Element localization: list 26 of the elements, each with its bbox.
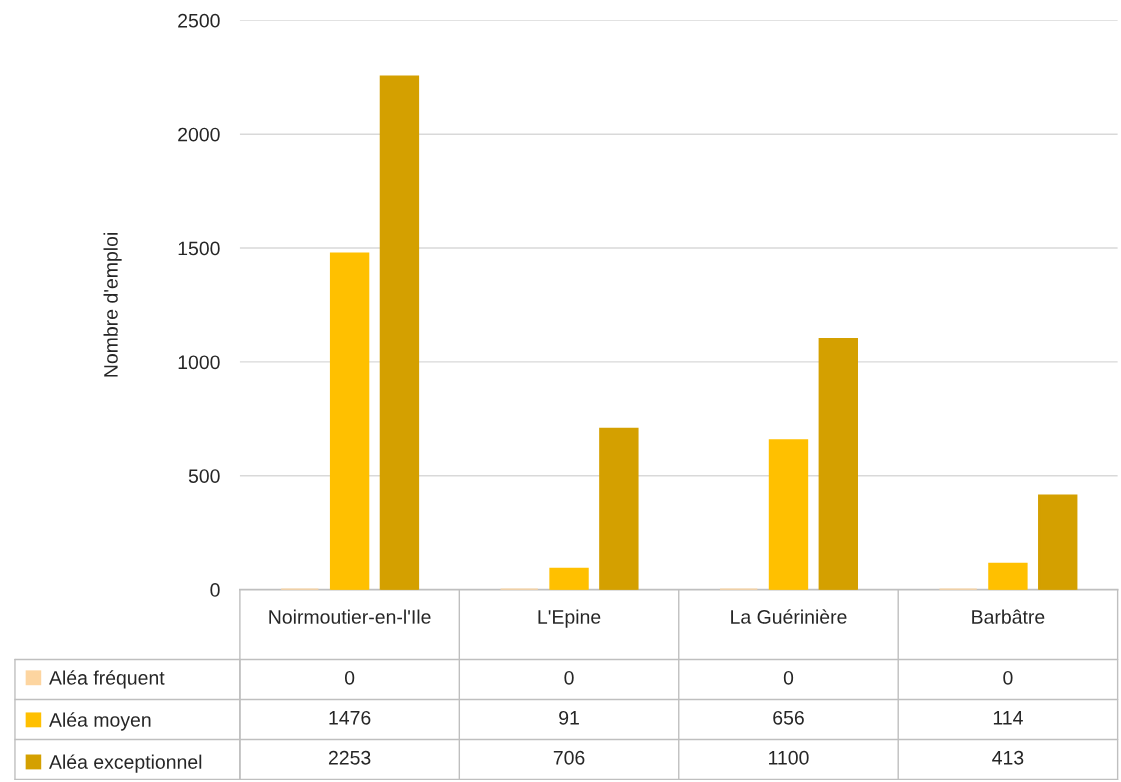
y-tick-label: 500 [188, 469, 220, 484]
data-label: 656 [773, 710, 804, 725]
data-label: 0 [564, 670, 574, 685]
legend-label: Aléa exceptionnel [49, 754, 202, 773]
data-label: 706 [553, 750, 585, 765]
x-tick-label: La Guérinière [731, 609, 847, 624]
data-label: 0 [783, 670, 794, 685]
y-tick-label: 2000 [178, 127, 220, 142]
x-tick-label: Barbâtre [972, 609, 1045, 624]
data-label: 114 [993, 711, 1023, 725]
data-label: 413 [992, 750, 1024, 765]
y-tick-label: 0 [210, 583, 220, 597]
data-label: 0 [344, 670, 355, 685]
x-tick-label: Noirmoutier-en-l'Ile [269, 609, 431, 624]
data-label: 1476 [329, 710, 371, 725]
y-tick-label: 1000 [178, 355, 220, 370]
data-label: 1100 [769, 750, 809, 765]
y-axis-title: Nombre d'emploi [103, 233, 122, 377]
legend-label: Aléa moyen [49, 712, 151, 731]
data-label: 0 [1003, 670, 1013, 685]
data-label: 2253 [328, 750, 371, 765]
y-tick-label: 1500 [178, 241, 220, 256]
y-tick-label: 2500 [178, 13, 220, 28]
x-tick-label: L'Epine [538, 609, 601, 628]
legend-label: Aléa fréquent [49, 670, 165, 689]
data-label: 91 [559, 710, 579, 725]
